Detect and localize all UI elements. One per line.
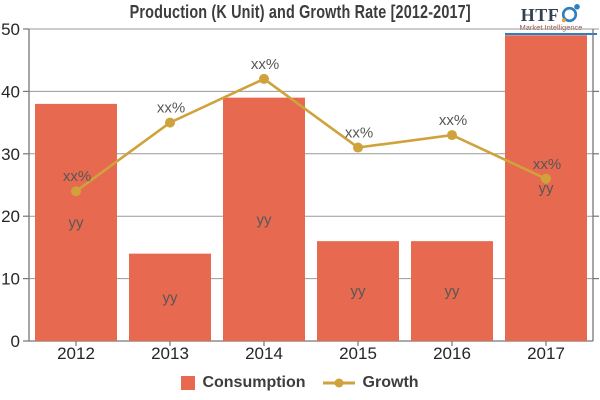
y-axis-label: 20 [1,207,20,226]
logo-row: HTF [505,2,597,25]
growth-point [541,173,551,184]
bar-value-label: yy [69,214,85,231]
y-axis-label: 0 [11,332,20,351]
growth-value-label: xx% [63,168,91,185]
growth-value-label: xx% [157,100,185,117]
legend-growth-label: Growth [362,374,419,391]
logo-underline [505,33,597,35]
growth-value-label: xx% [439,112,467,129]
x-axis-label: 2014 [245,344,283,363]
consumption-swatch-icon [181,376,196,390]
x-axis-label: 2015 [339,344,377,363]
bar-value-label: yy [539,180,555,197]
x-axis-label: 2016 [433,344,471,363]
growth-value-label: xx% [251,56,279,73]
logo-swirl-icon [562,4,581,23]
growth-point [259,73,269,84]
legend: Consumption Growth [0,374,600,392]
y-axis-label: 50 [1,20,20,39]
y-axis-label: 40 [1,82,20,101]
x-axis-label: 2017 [527,344,565,363]
consumption-bar [411,241,493,341]
logo-subtitle: Market Intelligence [519,23,583,32]
consumption-bar [129,253,211,341]
growth-point [447,130,457,141]
legend-consumption-label: Consumption [202,374,306,391]
growth-point [165,117,175,128]
bar-value-label: yy [257,211,273,228]
growth-line [75,77,547,193]
y-axis-label: 30 [1,145,20,164]
y-axis-label: 10 [1,270,20,289]
x-axis-label: 2013 [151,344,189,363]
growth-point [353,142,363,153]
consumption-bar [35,103,117,341]
consumption-bar [505,35,587,342]
growth-value-label: xx% [533,156,561,173]
legend-item-growth: Growth [322,374,419,392]
growth-point [71,186,81,197]
bar-value-label: yy [445,283,461,300]
growth-value-label: xx% [345,125,373,142]
legend-item-consumption: Consumption [181,374,306,392]
consumption-bar [317,241,399,341]
htf-logo: HTF Market Intelligence [505,2,597,35]
chart-title: Production (K Unit) and Growth Rate [201… [0,2,600,23]
bar-value-label: yy [351,283,367,300]
consumption-bar [223,97,305,341]
bar-value-label: yy [163,289,179,306]
chart-title-text: Production (K Unit) and Growth Rate [201… [129,2,471,22]
x-axis-label: 2012 [57,344,95,363]
growth-marker-icon [322,378,355,388]
logo-wordmark: HTF [520,5,560,25]
